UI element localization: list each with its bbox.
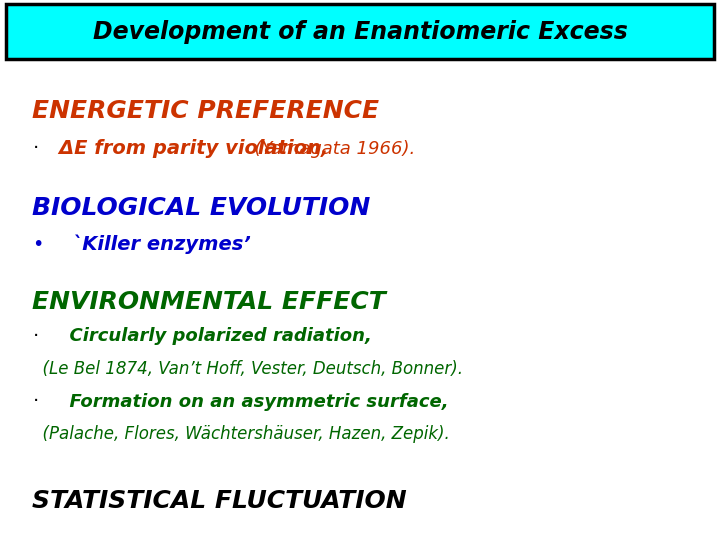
Text: Circularly polarized radiation,: Circularly polarized radiation, xyxy=(32,327,372,346)
Text: ·: · xyxy=(32,392,39,411)
Text: (Le Bel 1874, Van’t Hoff, Vester, Deutsch, Bonner).: (Le Bel 1874, Van’t Hoff, Vester, Deutsc… xyxy=(32,360,464,379)
Text: BIOLOGICAL EVOLUTION: BIOLOGICAL EVOLUTION xyxy=(32,196,371,220)
Text: (Yamagata 1966).: (Yamagata 1966). xyxy=(243,139,415,158)
Text: `Killer enzymes’: `Killer enzymes’ xyxy=(32,234,251,254)
Text: •: • xyxy=(32,234,44,254)
Text: ΔE from parity violation,: ΔE from parity violation, xyxy=(32,139,328,158)
Text: ENVIRONMENTAL EFFECT: ENVIRONMENTAL EFFECT xyxy=(32,291,386,314)
Text: Development of an Enantiomeric Excess: Development of an Enantiomeric Excess xyxy=(93,20,627,44)
FancyBboxPatch shape xyxy=(6,4,714,59)
Text: (Palache, Flores, Wächtershäuser, Hazen, Zepik).: (Palache, Flores, Wächtershäuser, Hazen,… xyxy=(32,425,450,443)
Text: STATISTICAL FLUCTUATION: STATISTICAL FLUCTUATION xyxy=(32,489,407,512)
Text: Formation on an asymmetric surface,: Formation on an asymmetric surface, xyxy=(32,393,449,411)
Text: ·: · xyxy=(32,139,39,158)
Text: ENERGETIC PREFERENCE: ENERGETIC PREFERENCE xyxy=(32,99,379,123)
Text: ·: · xyxy=(32,327,39,346)
